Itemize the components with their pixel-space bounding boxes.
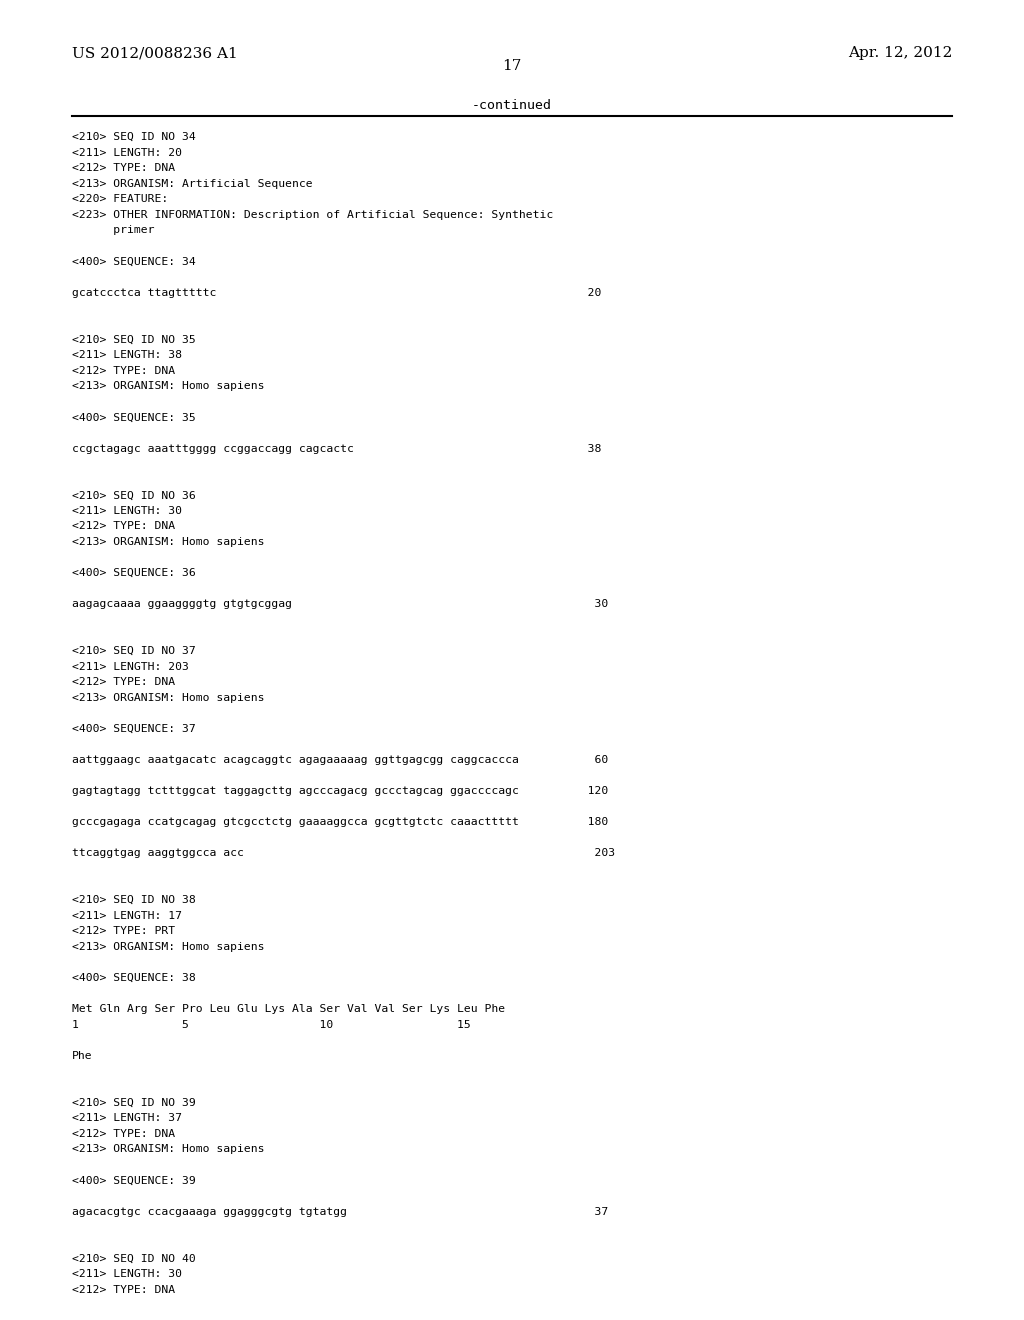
Text: <223> OTHER INFORMATION: Description of Artificial Sequence: Synthetic: <223> OTHER INFORMATION: Description of … xyxy=(72,210,553,220)
Text: <210> SEQ ID NO 40: <210> SEQ ID NO 40 xyxy=(72,1254,196,1263)
Text: <211> LENGTH: 30: <211> LENGTH: 30 xyxy=(72,506,181,516)
Text: 1               5                   10                  15: 1 5 10 15 xyxy=(72,1020,470,1030)
Text: <210> SEQ ID NO 38: <210> SEQ ID NO 38 xyxy=(72,895,196,906)
Text: <212> TYPE: DNA: <212> TYPE: DNA xyxy=(72,521,175,532)
Text: <211> LENGTH: 37: <211> LENGTH: 37 xyxy=(72,1113,181,1123)
Text: <400> SEQUENCE: 36: <400> SEQUENCE: 36 xyxy=(72,568,196,578)
Text: Phe: Phe xyxy=(72,1051,92,1061)
Text: <400> SEQUENCE: 35: <400> SEQUENCE: 35 xyxy=(72,412,196,422)
Text: Apr. 12, 2012: Apr. 12, 2012 xyxy=(848,46,952,61)
Text: ccgctagagc aaatttgggg ccggaccagg cagcactc                                  38: ccgctagagc aaatttgggg ccggaccagg cagcact… xyxy=(72,444,601,454)
Text: <211> LENGTH: 30: <211> LENGTH: 30 xyxy=(72,1269,181,1279)
Text: <213> ORGANISM: Artificial Sequence: <213> ORGANISM: Artificial Sequence xyxy=(72,178,312,189)
Text: <213> ORGANISM: Homo sapiens: <213> ORGANISM: Homo sapiens xyxy=(72,1144,264,1155)
Text: 17: 17 xyxy=(503,59,521,74)
Text: <400> SEQUENCE: 38: <400> SEQUENCE: 38 xyxy=(72,973,196,983)
Text: <211> LENGTH: 38: <211> LENGTH: 38 xyxy=(72,350,181,360)
Text: <210> SEQ ID NO 37: <210> SEQ ID NO 37 xyxy=(72,645,196,656)
Text: aagagcaaaa ggaaggggtg gtgtgcggag                                            30: aagagcaaaa ggaaggggtg gtgtgcggag 30 xyxy=(72,599,608,610)
Text: -continued: -continued xyxy=(472,99,552,112)
Text: <213> ORGANISM: Homo sapiens: <213> ORGANISM: Homo sapiens xyxy=(72,693,264,702)
Text: <210> SEQ ID NO 35: <210> SEQ ID NO 35 xyxy=(72,334,196,345)
Text: <211> LENGTH: 203: <211> LENGTH: 203 xyxy=(72,661,188,672)
Text: <210> SEQ ID NO 39: <210> SEQ ID NO 39 xyxy=(72,1098,196,1107)
Text: <212> TYPE: DNA: <212> TYPE: DNA xyxy=(72,677,175,688)
Text: gcatccctca ttagtttttc                                                      20: gcatccctca ttagtttttc 20 xyxy=(72,288,601,298)
Text: <212> TYPE: DNA: <212> TYPE: DNA xyxy=(72,1129,175,1139)
Text: <400> SEQUENCE: 39: <400> SEQUENCE: 39 xyxy=(72,1176,196,1185)
Text: <400> SEQUENCE: 37: <400> SEQUENCE: 37 xyxy=(72,723,196,734)
Text: <211> LENGTH: 20: <211> LENGTH: 20 xyxy=(72,148,181,157)
Text: <210> SEQ ID NO 36: <210> SEQ ID NO 36 xyxy=(72,490,196,500)
Text: aattggaagc aaatgacatc acagcaggtc agagaaaaag ggttgagcgg caggcaccca           60: aattggaagc aaatgacatc acagcaggtc agagaaa… xyxy=(72,755,608,766)
Text: <211> LENGTH: 17: <211> LENGTH: 17 xyxy=(72,911,181,921)
Text: <210> SEQ ID NO 34: <210> SEQ ID NO 34 xyxy=(72,132,196,143)
Text: <212> TYPE: DNA: <212> TYPE: DNA xyxy=(72,366,175,376)
Text: ttcaggtgag aaggtggcca acc                                                   203: ttcaggtgag aaggtggcca acc 203 xyxy=(72,849,614,858)
Text: <212> TYPE: PRT: <212> TYPE: PRT xyxy=(72,927,175,936)
Text: <220> FEATURE:: <220> FEATURE: xyxy=(72,194,168,205)
Text: <213> ORGANISM: Homo sapiens: <213> ORGANISM: Homo sapiens xyxy=(72,942,264,952)
Text: US 2012/0088236 A1: US 2012/0088236 A1 xyxy=(72,46,238,61)
Text: agacacgtgc ccacgaaaga ggagggcgtg tgtatgg                                    37: agacacgtgc ccacgaaaga ggagggcgtg tgtatgg… xyxy=(72,1206,608,1217)
Text: primer: primer xyxy=(72,226,155,235)
Text: <212> TYPE: DNA: <212> TYPE: DNA xyxy=(72,164,175,173)
Text: <213> ORGANISM: Homo sapiens: <213> ORGANISM: Homo sapiens xyxy=(72,381,264,391)
Text: gcccgagaga ccatgcagag gtcgcctctg gaaaaggcca gcgttgtctc caaacttttt          180: gcccgagaga ccatgcagag gtcgcctctg gaaaagg… xyxy=(72,817,608,828)
Text: <212> TYPE: DNA: <212> TYPE: DNA xyxy=(72,1284,175,1295)
Text: gagtagtagg tctttggcat taggagcttg agcccagacg gccctagcag ggaccccagc          120: gagtagtagg tctttggcat taggagcttg agcccag… xyxy=(72,787,608,796)
Text: Met Gln Arg Ser Pro Leu Glu Lys Ala Ser Val Val Ser Lys Leu Phe: Met Gln Arg Ser Pro Leu Glu Lys Ala Ser … xyxy=(72,1005,505,1014)
Text: <213> ORGANISM: Homo sapiens: <213> ORGANISM: Homo sapiens xyxy=(72,537,264,546)
Text: <400> SEQUENCE: 34: <400> SEQUENCE: 34 xyxy=(72,256,196,267)
